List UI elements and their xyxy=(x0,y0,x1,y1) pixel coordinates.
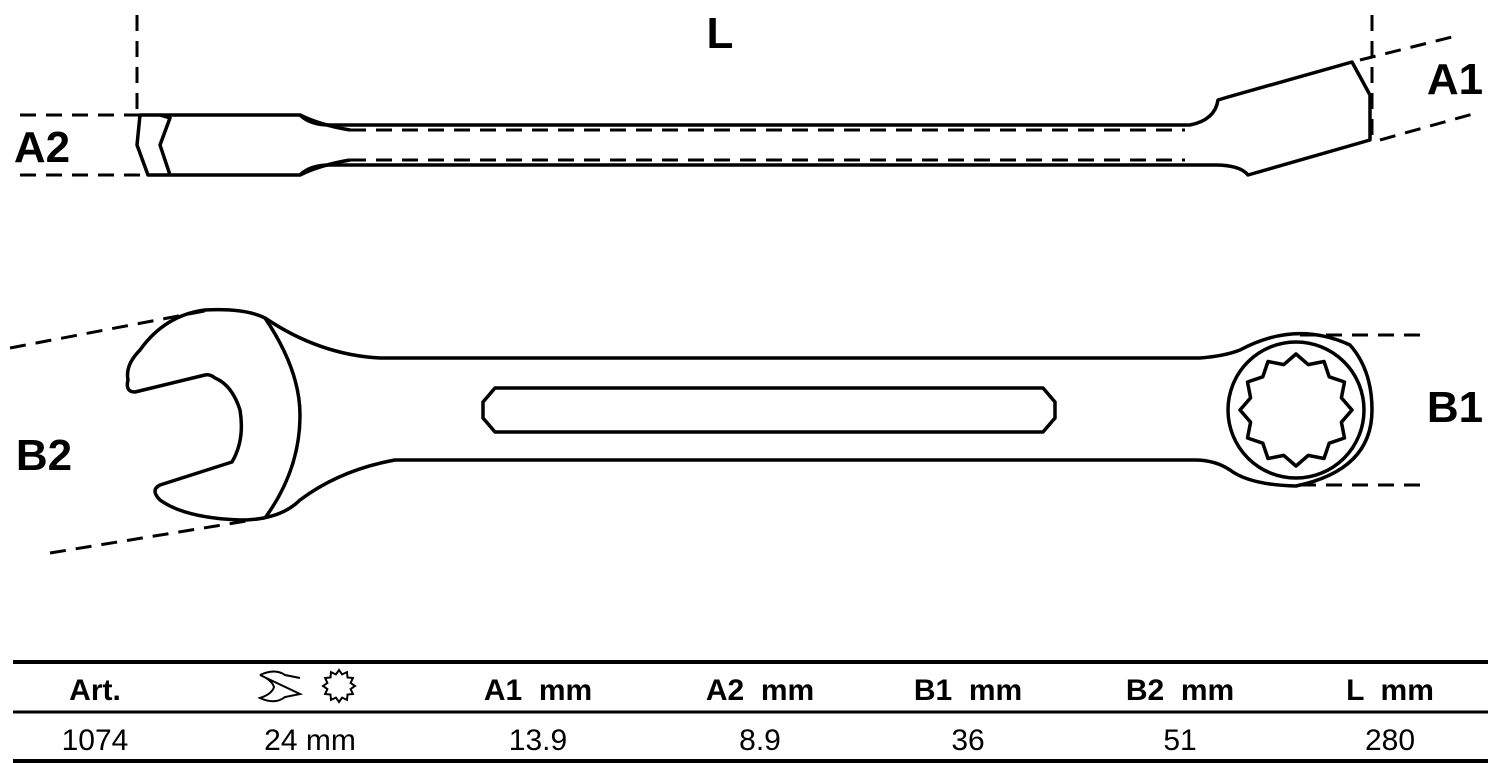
label-A1: A1 xyxy=(1427,55,1483,104)
label-L: L xyxy=(707,9,734,58)
header-a1: A1 mm xyxy=(484,674,592,707)
cell-a1: 13.9 xyxy=(509,724,567,757)
label-B1: B1 xyxy=(1427,383,1483,432)
cell-b1: 36 xyxy=(951,724,984,757)
label-A2: A2 xyxy=(14,123,70,172)
ring-12-point-icon xyxy=(321,668,357,704)
open-end-and-ring-icons xyxy=(257,668,357,704)
header-a2: A2 mm xyxy=(706,674,814,707)
header-b1: B1 mm xyxy=(914,674,1022,707)
cell-size: 24 mm xyxy=(264,724,356,757)
header-b2: B2 mm xyxy=(1126,674,1234,707)
wrench-top-view xyxy=(9,307,1420,555)
cell-b2: 51 xyxy=(1163,724,1196,757)
cell-a2: 8.9 xyxy=(739,724,781,757)
spec-table: Art. A1 mm A2 mm B1 mm B2 mm L mm 1074 2… xyxy=(13,660,1488,763)
cell-art: 1074 xyxy=(62,724,129,757)
label-B2: B2 xyxy=(16,431,72,480)
header-l: L mm xyxy=(1346,674,1434,707)
wrench-side-view xyxy=(20,15,1481,177)
header-art: Art. xyxy=(69,674,121,707)
cell-l: 280 xyxy=(1365,724,1415,757)
open-end-wrench-icon xyxy=(257,670,304,703)
